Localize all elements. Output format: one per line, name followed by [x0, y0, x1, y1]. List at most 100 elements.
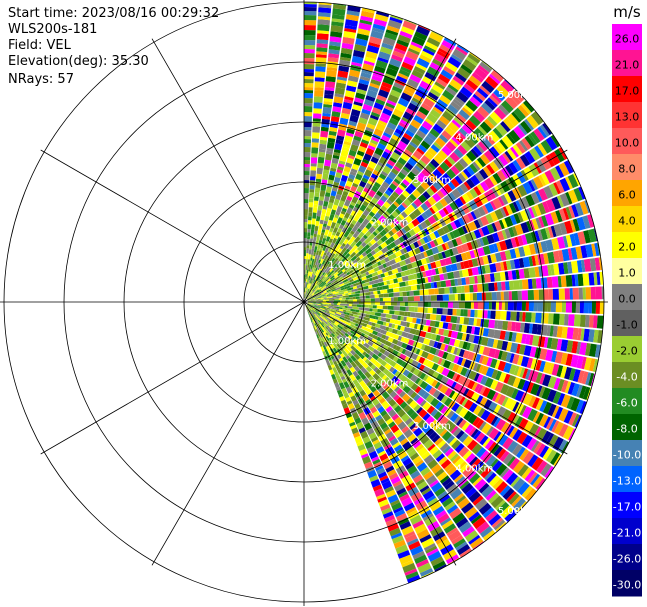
range-gate	[568, 428, 576, 441]
range-gate	[514, 236, 520, 247]
range-gate	[479, 526, 493, 538]
range-gate	[528, 256, 534, 267]
range-gate	[348, 214, 355, 221]
range-gate	[531, 323, 538, 335]
range-gate	[462, 154, 473, 165]
range-gate	[304, 281, 306, 288]
range-gate	[510, 342, 518, 353]
range-gate	[347, 245, 353, 251]
range-gate	[588, 301, 593, 314]
range-gate	[480, 467, 492, 479]
range-gate	[358, 78, 370, 86]
range-gate	[375, 414, 383, 422]
range-gate	[528, 323, 533, 334]
range-gate	[315, 307, 320, 310]
range-gate	[415, 233, 421, 240]
range-gate	[391, 502, 403, 511]
range-gate	[502, 206, 510, 217]
range-gate	[410, 452, 420, 461]
range-gate	[311, 314, 316, 320]
range-gate	[351, 427, 359, 435]
range-gate	[395, 272, 402, 278]
range-gate	[497, 282, 502, 291]
range-gate	[504, 216, 514, 228]
range-gate	[470, 211, 477, 220]
range-gate	[334, 93, 344, 98]
range-gate	[365, 267, 371, 272]
range-gate	[455, 405, 464, 415]
range-gate	[532, 411, 541, 423]
range-gate	[379, 117, 389, 124]
range-gate	[422, 325, 429, 332]
range-gate	[401, 525, 414, 536]
range-gate	[341, 297, 346, 300]
range-gate	[487, 328, 495, 338]
range-gate	[495, 310, 501, 320]
range-gate	[382, 511, 394, 519]
range-gate	[412, 353, 419, 361]
range-gate	[401, 275, 409, 282]
range-gate	[337, 327, 342, 332]
range-gate	[329, 300, 335, 302]
range-gate	[399, 30, 413, 39]
range-gate	[304, 122, 312, 128]
range-gate	[381, 181, 390, 189]
range-gate	[471, 326, 476, 335]
range-gate	[366, 166, 374, 172]
range-gate	[356, 299, 361, 302]
range-gate	[320, 126, 329, 132]
range-gate	[433, 274, 441, 282]
range-gate	[436, 220, 443, 228]
range-gate	[539, 400, 548, 413]
range-gate	[310, 319, 313, 323]
range-gate	[304, 182, 310, 189]
range-gate	[379, 453, 389, 462]
range-gate	[438, 403, 445, 412]
range-gate	[521, 137, 532, 150]
range-gate	[554, 421, 564, 435]
range-gate	[374, 327, 382, 333]
range-gate	[486, 426, 495, 436]
range-gate	[588, 358, 596, 372]
range-gate	[361, 453, 369, 459]
range-gate	[542, 122, 553, 136]
range-gate	[401, 413, 410, 423]
range-gate	[445, 279, 452, 287]
range-gate	[464, 285, 470, 293]
range-gate	[334, 382, 340, 389]
range-gate	[595, 286, 602, 300]
range-gate	[509, 364, 517, 375]
range-gate	[431, 434, 441, 443]
range-gate	[307, 311, 311, 317]
range-gate	[352, 266, 359, 272]
range-gate	[374, 312, 382, 317]
range-gate	[370, 298, 375, 302]
range-gate	[452, 427, 462, 437]
range-gate	[372, 169, 381, 177]
range-gate	[342, 190, 349, 197]
range-gate	[368, 432, 377, 440]
range-gate	[445, 86, 457, 97]
range-gate	[517, 104, 530, 117]
range-gate	[594, 242, 600, 256]
range-gate	[374, 298, 380, 302]
range-gate	[350, 201, 356, 207]
range-gate	[318, 7, 332, 14]
range-gate	[498, 104, 510, 116]
range-gate	[490, 253, 497, 263]
range-gate	[370, 139, 379, 146]
range-gate	[398, 286, 406, 292]
range-gate	[578, 186, 586, 200]
range-gate	[407, 301, 412, 307]
range-gate	[408, 541, 421, 551]
range-gate	[364, 353, 370, 359]
range-gate	[366, 446, 376, 454]
range-gate	[522, 196, 530, 208]
range-gate	[440, 69, 453, 80]
range-gate	[345, 14, 359, 22]
range-gate	[407, 171, 417, 181]
range-gate	[340, 194, 347, 202]
range-gate	[424, 177, 434, 187]
range-gate	[446, 156, 456, 166]
range-gate	[352, 319, 359, 324]
